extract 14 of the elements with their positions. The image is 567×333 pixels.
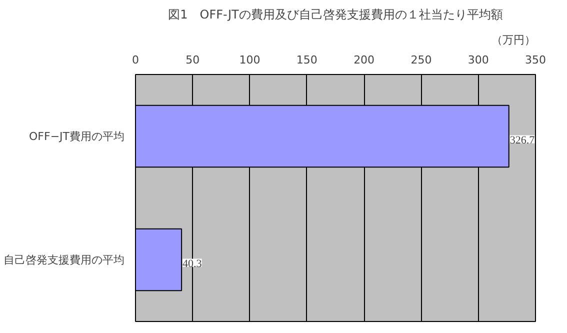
- data-label: 326.7: [510, 134, 536, 146]
- x-tick-label: 100: [239, 54, 260, 66]
- x-tick-label: 150: [296, 54, 318, 66]
- x-tick-label: 250: [410, 54, 432, 66]
- x-tick-label: 300: [468, 54, 489, 66]
- chart-title: 図1 OFF-JTの費用及び自己啓発支援費用の１社当たり平均額: [168, 8, 503, 22]
- y-tick-label: 自己啓発支援費用の平均: [4, 253, 124, 266]
- x-tick-label: 200: [354, 54, 375, 66]
- data-label: 40.3: [182, 258, 202, 270]
- x-tick-label: 50: [186, 54, 200, 66]
- y-tick-label: OFF−JT費用の平均: [29, 130, 125, 143]
- x-tick-label: 0: [132, 54, 139, 66]
- x-axis-title: （万円）: [492, 34, 536, 46]
- x-tick-label: 350: [525, 54, 546, 66]
